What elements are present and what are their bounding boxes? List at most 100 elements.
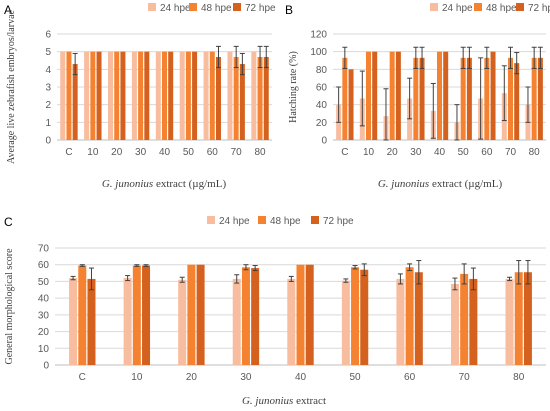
y-tick-label: 40 [316, 100, 328, 111]
bar [138, 51, 144, 140]
bar [413, 57, 419, 140]
x-tick-label: 80 [254, 147, 266, 158]
bar [72, 64, 78, 140]
x-tick-label: 80 [513, 372, 525, 383]
x-axis-label: G. junonius extract [242, 395, 326, 407]
bar [155, 51, 161, 140]
bar [90, 51, 96, 140]
bar [514, 63, 520, 140]
legend-swatch [311, 216, 319, 224]
bar [142, 265, 151, 365]
bar [257, 56, 263, 140]
bar [505, 278, 514, 365]
y-tick-label: 80 [316, 65, 328, 76]
bar [396, 278, 405, 365]
bar [120, 51, 126, 140]
bar [287, 278, 296, 365]
bar [227, 51, 233, 140]
bar [469, 278, 478, 365]
bar [251, 51, 257, 140]
bar [405, 267, 414, 365]
bar [443, 51, 449, 140]
legend-swatch [430, 3, 438, 11]
bar [123, 278, 132, 365]
y-tick-label: 3 [45, 83, 51, 94]
bar [196, 264, 205, 365]
x-tick-label: 30 [240, 372, 252, 383]
bar [239, 64, 245, 140]
bar [531, 57, 537, 140]
legend-label: 48 hpe [270, 216, 301, 227]
chart-panel-a: A 0 1 2 3 4 5 6 C 10 20 30 40 50 60 70 80 Average live ze… [4, 3, 276, 190]
legend-swatch [233, 3, 241, 11]
panel-label: C [4, 215, 13, 229]
x-tick-label: 20 [186, 372, 198, 383]
bar [341, 280, 350, 365]
bar [490, 51, 496, 140]
bar [96, 51, 102, 140]
y-tick-label: 6 [45, 30, 51, 41]
y-tick-label: 70 [38, 244, 50, 255]
y-tick-label: 4 [45, 65, 51, 76]
x-axis-label: G. junonius extract (µg/mL) [102, 178, 227, 190]
x-tick-label: 10 [131, 372, 143, 383]
bar [215, 56, 221, 140]
legend-label: 24 hpe [442, 3, 473, 14]
legend-label: 72 hpe [528, 3, 550, 14]
y-tick-label: 50 [38, 277, 50, 288]
y-tick-label: 120 [310, 30, 327, 41]
x-axis-label-species: G. junonius [102, 178, 153, 190]
bar [437, 51, 442, 140]
bar [305, 264, 314, 365]
x-tick-label: 50 [458, 147, 470, 158]
chart-panel-c: C 0 10 20 30 40 50 60 70 C 10 20 30 40 50 60 70 80 General… [4, 215, 546, 407]
x-tick-label: 40 [159, 147, 171, 158]
bar [263, 56, 269, 140]
bar [84, 51, 90, 140]
x-tick-label: 50 [349, 372, 361, 383]
legend-label: 72 hpe [245, 3, 276, 14]
y-tick-label: 20 [316, 118, 328, 129]
legend-swatch [474, 3, 482, 11]
bar [360, 269, 369, 365]
x-axis-label-unit: extract (µg/mL) [153, 178, 226, 190]
y-tick-label: 20 [38, 327, 50, 338]
y-tick-label: 10 [38, 344, 50, 355]
y-axis-label: Hatching rate (%) [288, 51, 299, 123]
bar [132, 265, 141, 365]
bar [69, 278, 78, 365]
x-tick-label: 30 [410, 147, 422, 158]
bar [233, 56, 239, 140]
bar [460, 273, 469, 365]
legend-label: 48 hpe [486, 3, 517, 14]
bar [87, 278, 96, 365]
bar [389, 51, 395, 140]
bar [514, 272, 523, 365]
legend-label: 24 hpe [219, 216, 250, 227]
bar [523, 272, 532, 365]
x-tick-label: C [79, 372, 86, 383]
bar [60, 51, 66, 140]
x-tick-label: C [65, 147, 72, 158]
y-tick-label: 0 [321, 136, 327, 147]
x-tick-label: 10 [87, 147, 99, 158]
legend-label: 24 hpe [160, 3, 191, 14]
bar [66, 51, 72, 140]
y-tick-label: 60 [38, 260, 50, 271]
x-tick-label: 60 [404, 372, 416, 383]
y-tick-label: 100 [310, 47, 327, 58]
bar [78, 265, 87, 365]
x-axis-label-unit: extract (µg/mL) [429, 178, 502, 190]
legend-swatch [207, 216, 215, 224]
x-tick-label: 50 [183, 147, 195, 158]
y-tick-label: 40 [38, 294, 50, 305]
bar [484, 57, 490, 140]
bar [251, 268, 260, 365]
x-axis-label-species: G. junonius [378, 178, 429, 190]
y-axis-label: General morphological score [4, 248, 15, 365]
bar [168, 51, 174, 140]
x-tick-label: 70 [459, 372, 471, 383]
bar [192, 51, 198, 140]
bar [178, 279, 187, 365]
